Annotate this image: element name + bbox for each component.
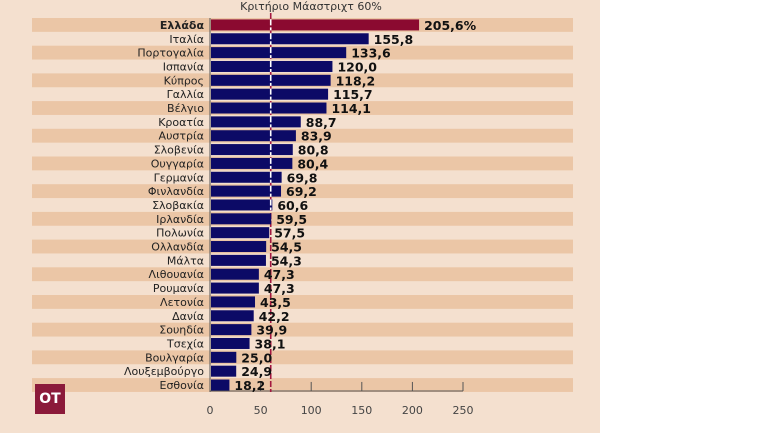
x-tick-label: 0 [207,404,214,417]
value-label: 59,5 [276,212,307,227]
category-label: Ιταλία [169,33,204,46]
bar [211,213,272,225]
x-tick-label: 200 [402,404,423,417]
row-stripe [32,267,573,282]
category-label: Ελλάδα [160,19,205,32]
bar [211,268,259,280]
bar [211,19,420,31]
bar [211,102,327,114]
value-label: 42,2 [259,309,290,324]
value-label: 54,5 [271,240,302,255]
category-label: Τσεχία [166,337,204,350]
bar [211,199,273,211]
bar [211,88,329,100]
value-label: 114,1 [331,101,371,116]
bar [211,33,369,45]
value-label: 80,8 [298,143,329,158]
row-stripe [32,128,573,143]
value-label: 39,9 [256,323,287,338]
category-label: Λουξεμβούργο [124,365,204,378]
bar [211,337,250,349]
category-label: Κροατία [158,116,204,129]
category-label: Σλοβενία [154,144,204,157]
category-label: Σλοβακία [152,199,204,212]
bar [211,60,333,72]
x-tick-label: 50 [254,404,268,417]
value-label: 80,4 [297,156,328,171]
reference-line-label: Κριτήριο Μάαστριχτ 60% [240,0,382,13]
bar [211,351,237,363]
value-label: 47,3 [264,281,295,296]
bar [211,227,270,239]
value-label: 83,9 [301,129,332,144]
value-label: 43,5 [260,295,291,310]
value-label: 69,2 [286,184,317,199]
category-label: Φινλανδία [148,185,204,198]
bar [211,310,254,322]
value-label: 118,2 [336,73,376,88]
category-label: Μάλτα [167,254,204,267]
value-label: 24,9 [241,364,272,379]
value-label: 88,7 [306,115,337,130]
value-label: 155,8 [374,32,414,47]
bar [211,379,230,391]
category-label: Κύπρος [164,74,204,87]
x-tick-label: 100 [301,404,322,417]
category-label: Ολλανδία [151,241,204,254]
category-label: Αυστρία [159,130,204,143]
bar [211,282,259,294]
category-label: Πολωνία [156,227,204,240]
value-label: 133,6 [351,46,391,61]
row-stripe [32,378,573,392]
row-stripe [32,156,573,171]
category-label: Ισπανία [163,60,204,73]
value-label: 54,3 [271,253,302,268]
category-label: Πορτογαλία [137,47,204,60]
category-label: Λετονία [160,296,204,309]
category-label: Γαλλία [167,88,204,101]
row-stripe [32,322,573,337]
value-label: 25,0 [241,350,272,365]
bar [211,130,296,142]
row-stripe [32,211,573,226]
category-label: Σουηδία [159,324,204,337]
bar [211,254,266,266]
value-label: 47,3 [264,267,295,282]
row-stripe [32,295,573,309]
category-label: Βέλγιο [167,102,204,115]
value-label: 57,5 [274,226,305,241]
category-label: Δανία [172,310,204,323]
row-stripe [32,184,573,199]
value-label: 205,6% [424,18,477,33]
value-label: 120,0 [337,59,377,74]
category-label: Ουγγαρία [151,157,204,170]
category-label: Ιρλανδία [156,213,204,226]
category-label: Βουλγαρία [145,351,204,364]
category-label: Ρουμανία [153,282,204,295]
bar-chart: 0 50 100 150 200 250 Ελλάδα 205,6% Ιταλία 155,8 Πο… [32,13,573,417]
bar [211,324,252,336]
bar [211,185,282,197]
bar [211,241,267,253]
value-label: 69,8 [287,170,318,185]
row-stripe [32,239,573,254]
bar [211,171,282,183]
bar [211,47,347,59]
value-label: 60,6 [277,198,308,213]
logo: OT [35,384,65,414]
value-label: 38,1 [255,336,286,351]
category-label: Εσθονία [160,379,205,392]
bar [211,365,237,377]
bar [211,144,293,156]
x-tick-label: 250 [453,404,474,417]
bar [211,296,256,308]
category-label: Λιθουανία [149,268,204,281]
value-label: 18,2 [234,378,265,393]
bar [211,116,301,128]
x-tick-label: 150 [351,404,372,417]
value-label: 115,7 [333,87,373,102]
bar [211,157,293,169]
row-stripe [32,350,573,365]
category-label: Γερμανία [154,171,204,184]
